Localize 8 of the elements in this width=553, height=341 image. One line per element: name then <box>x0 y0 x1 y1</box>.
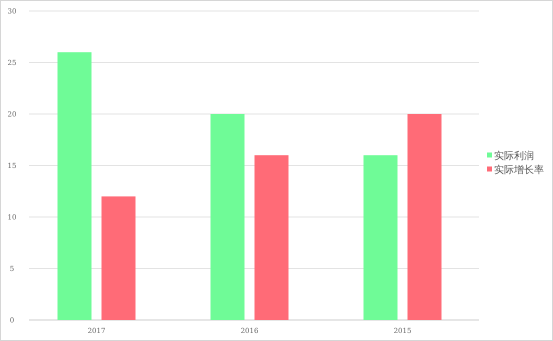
legend-label: 实际增长率 <box>494 164 544 176</box>
bar <box>102 196 136 320</box>
bar <box>58 52 92 320</box>
bar <box>408 114 442 320</box>
legend-label: 实际利润 <box>494 150 534 162</box>
bar <box>364 155 398 320</box>
bar <box>210 114 244 320</box>
bar <box>254 155 288 320</box>
